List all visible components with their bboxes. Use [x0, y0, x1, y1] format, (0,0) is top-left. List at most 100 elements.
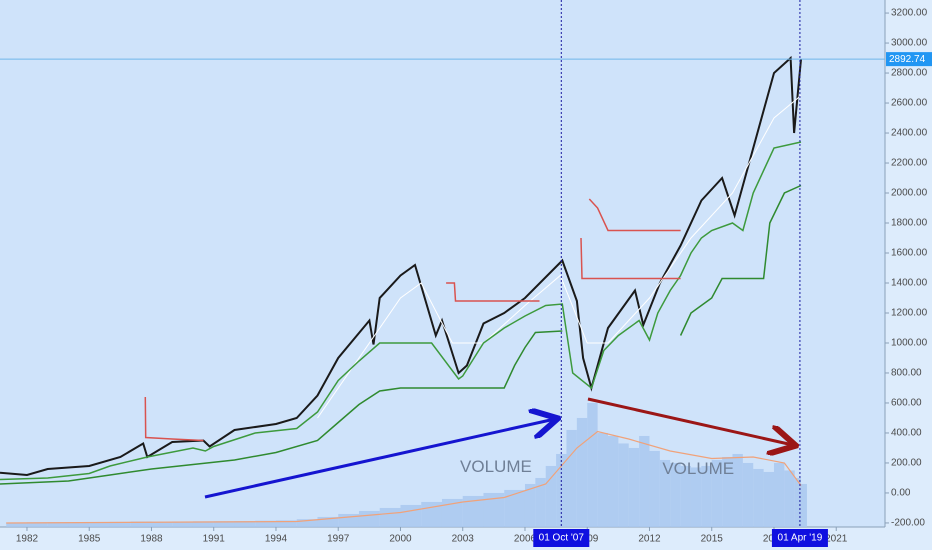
volume-bar: [800, 483, 807, 527]
volume-bar: [711, 459, 723, 527]
volume-bar: [545, 465, 557, 527]
x-axis-area: [0, 527, 885, 550]
volume-bar: [587, 402, 598, 527]
volume-bar: [556, 453, 567, 527]
crosshair-label-box: [533, 529, 590, 547]
y-axis-area: [885, 0, 932, 550]
crosshair-label: 01 Oct '07: [539, 533, 585, 544]
x-tick-label: 1982: [16, 534, 39, 545]
volume-bar: [109, 521, 131, 527]
y-tick-label: -200.00: [891, 518, 925, 529]
x-tick-label: 1997: [327, 534, 350, 545]
red-arrow: [587, 397, 793, 445]
volume-bar: [172, 521, 193, 527]
annotation: VOLUME: [662, 459, 734, 478]
volume-bar: [379, 507, 401, 527]
volume-bar: [535, 477, 546, 527]
volume-bar: [317, 516, 339, 527]
volume-bar: [255, 520, 276, 527]
volume-bar: [607, 435, 619, 527]
y-tick-label: 1800.00: [891, 218, 928, 229]
volume-bar: [296, 519, 318, 527]
y-tick-label: 2600.00: [891, 98, 928, 109]
volume-bar: [234, 521, 256, 527]
volume-bar: [89, 522, 110, 527]
volume-bar: [192, 521, 214, 527]
volume-bar: [6, 522, 27, 527]
volume-bar: [628, 447, 640, 527]
volume-bar: [649, 450, 660, 527]
y-tick-label: 2000.00: [891, 188, 928, 199]
y-tick-label: 2200.00: [891, 158, 928, 169]
x-tick-label: 1991: [203, 534, 226, 545]
volume-ma: [6, 430, 802, 524]
series-line: [0, 55, 802, 477]
volume-bar: [794, 477, 801, 527]
volume-bar: [680, 465, 691, 527]
y-tick-label: 800.00: [891, 368, 922, 379]
y-tick-label: 3200.00: [891, 8, 928, 19]
y-tick-label: 200.00: [891, 458, 922, 469]
x-tick-label: 2006: [514, 534, 537, 545]
y-tick-label: 600.00: [891, 398, 922, 409]
volume-bar: [773, 462, 785, 527]
marks: [0, 12, 889, 531]
y-tick-label: 2800.00: [891, 68, 928, 79]
x-tick-label: 1988: [140, 534, 163, 545]
x-tick-label: 2015: [701, 534, 724, 545]
volume-bar: [213, 521, 235, 527]
x-tick-label: 1985: [78, 534, 101, 545]
y-tick-label: 2400.00: [891, 128, 928, 139]
volume-bar: [524, 483, 536, 527]
y-tick-label: 1400.00: [891, 278, 928, 289]
volume-bar: [753, 468, 764, 527]
x-tick-label: 2000: [389, 534, 412, 545]
price-label-box: [886, 52, 932, 67]
volume-bar: [742, 462, 754, 527]
volume-bar: [483, 492, 505, 527]
blue-arrow: [204, 419, 555, 499]
volume-bar: [732, 453, 743, 527]
volume-bar: [763, 471, 774, 527]
y-tick-label: 1200.00: [891, 308, 928, 319]
volume-bar: [26, 522, 48, 527]
plot-area: [0, 0, 885, 527]
volume-bar: [462, 495, 484, 527]
volume-bar: [690, 467, 702, 527]
x-tick-label: 2021: [825, 534, 848, 545]
volume-bar: [618, 443, 629, 527]
crosshair-label-box: [771, 529, 828, 547]
volume-bar: [275, 520, 297, 527]
annotation: VOLUME: [460, 457, 532, 476]
volume-bar: [441, 498, 463, 527]
y-tick-label: 1000.00: [891, 338, 928, 349]
crosshair-label: 01 Apr '19: [778, 533, 823, 544]
volume-bar: [566, 429, 577, 527]
y-tick-label: 3000.00: [891, 38, 928, 49]
volume-bar: [701, 465, 712, 527]
series-line: [144, 198, 681, 442]
volume-bar: [400, 504, 422, 527]
y-tick-label: 400.00: [891, 428, 922, 439]
price-label: 2892.74: [889, 54, 926, 65]
volume-bar: [47, 522, 69, 527]
series-line: [0, 184, 802, 485]
volume-bar: [504, 489, 525, 527]
series-line: [0, 141, 802, 481]
series-line: [317, 95, 802, 419]
volume-bar: [670, 462, 681, 527]
volume-bar: [659, 459, 671, 527]
y-tick-label: 0.00: [891, 488, 911, 499]
x-tick-label: 2012: [638, 534, 661, 545]
volume-bar: [784, 470, 795, 527]
volume-bar: [358, 510, 380, 527]
volume-bar: [722, 456, 733, 527]
volume-bar: [68, 522, 90, 527]
volume-bar: [576, 417, 588, 527]
volume-bar: [130, 521, 152, 527]
x-tick-label: 1994: [265, 534, 288, 545]
x-tick-label: 2003: [452, 534, 475, 545]
